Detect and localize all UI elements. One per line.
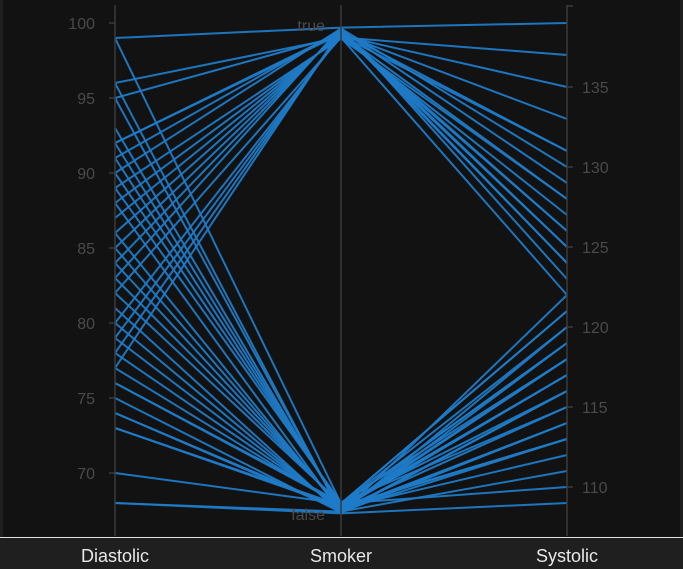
diastolic-tick-label: 85 xyxy=(77,241,95,258)
diastolic-tick-label: 80 xyxy=(77,316,95,333)
diastolic-tick-label: 100 xyxy=(68,16,95,33)
systolic-tick-label: 125 xyxy=(582,240,609,257)
axes-layer: 70 75 80 85 90 95 100 true false 110 115 120 125 130 1… xyxy=(68,5,609,536)
axis-title-diastolic: Diastolic xyxy=(81,546,149,566)
diastolic-tick-label: 90 xyxy=(77,166,95,183)
systolic-tick-label: 115 xyxy=(582,400,608,417)
smoker-category-label: true xyxy=(297,18,325,35)
axis-title-systolic: Systolic xyxy=(536,546,598,566)
diastolic-tick-label: 95 xyxy=(77,91,95,108)
diastolic-tick-label: 70 xyxy=(77,466,95,483)
axis-title-smoker: Smoker xyxy=(310,546,372,566)
diastolic-tick-label: 75 xyxy=(77,391,95,408)
systolic-tick-label: 120 xyxy=(582,320,609,337)
systolic-tick-label: 110 xyxy=(582,480,608,497)
axis-title-bar xyxy=(0,537,683,569)
smoker-category-label: false xyxy=(291,507,325,524)
systolic-tick-label: 130 xyxy=(582,160,609,177)
systolic-tick-label: 135 xyxy=(582,80,609,97)
